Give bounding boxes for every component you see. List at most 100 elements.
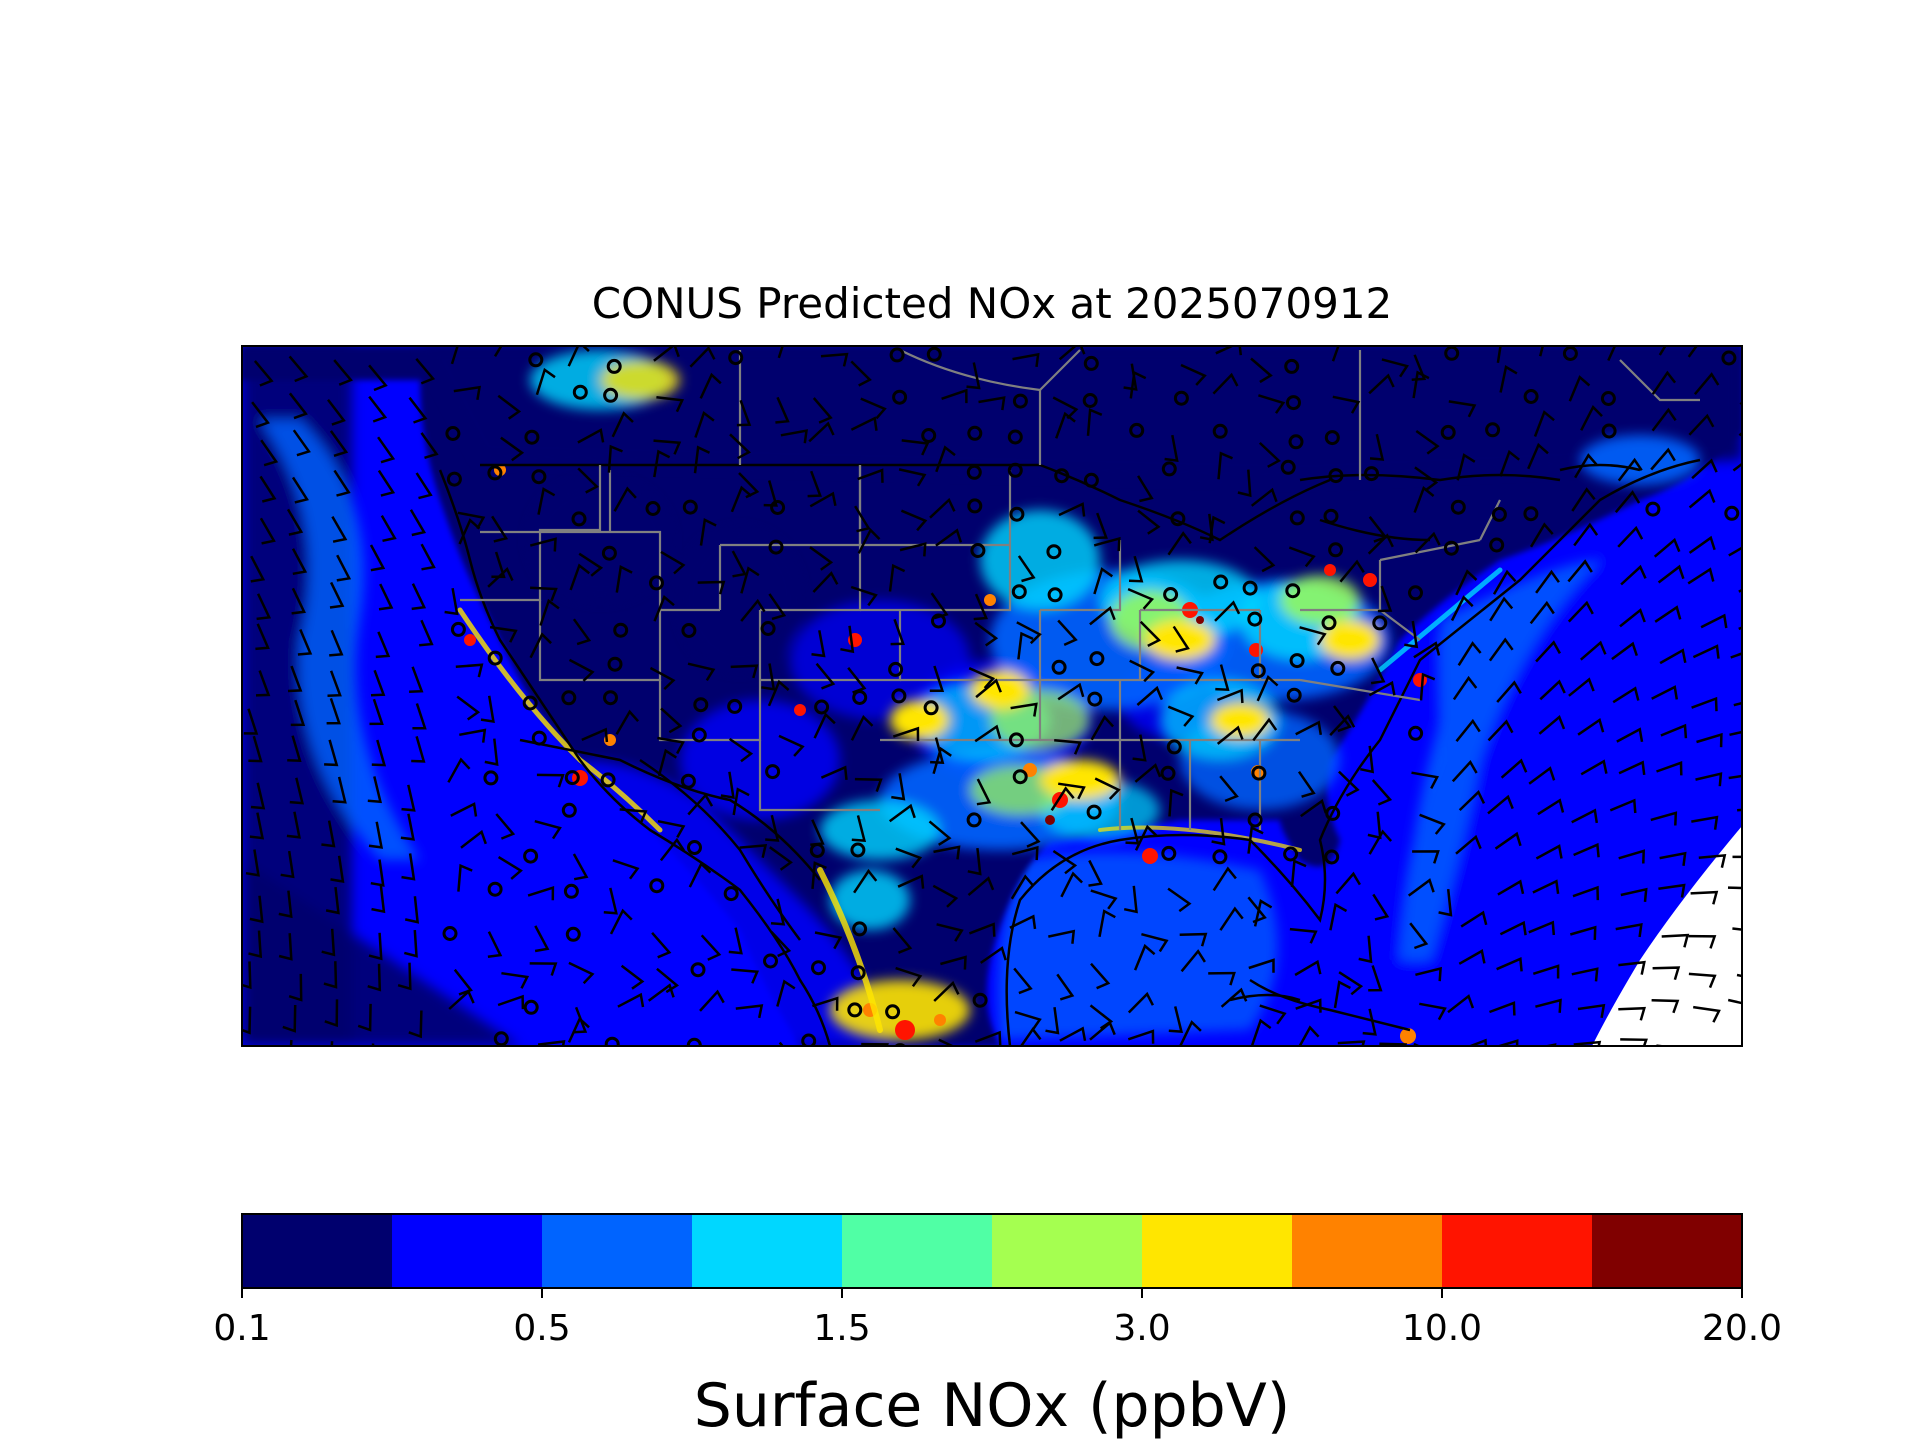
wind-barb: [940, 955, 967, 970]
wind-barb: [1489, 596, 1514, 622]
calm-wind-circle: [1450, 499, 1466, 515]
wind-barb: [732, 787, 750, 816]
wind-barb: [408, 1010, 423, 1039]
wind-barb: [615, 709, 640, 735]
calm-wind-circle: [1007, 429, 1023, 445]
wind-barb: [933, 845, 961, 860]
calm-wind-circle: [801, 1033, 817, 1046]
calm-wind-circle: [1280, 459, 1296, 475]
wind-barb: [1404, 620, 1419, 649]
wind-barb: [767, 679, 790, 707]
wind-barb: [936, 923, 964, 942]
wind-barb: [1535, 844, 1563, 860]
calm-wind-circle: [921, 428, 937, 443]
wind-barb: [249, 895, 264, 924]
wind-barb: [286, 508, 304, 536]
calm-wind-circle: [1247, 611, 1263, 627]
colorbar-tick-label: 1.5: [813, 1308, 870, 1349]
wind-barb: [1019, 1027, 1042, 1046]
wind-barb: [1419, 813, 1446, 835]
wind-barb: [1447, 994, 1475, 1014]
wind-barb: [857, 527, 881, 554]
wind-barb: [1368, 829, 1393, 855]
calm-wind-circle: [892, 389, 908, 405]
calm-wind-circle: [487, 465, 503, 481]
calm-wind-circle: [531, 730, 547, 746]
wind-barb: [1252, 717, 1278, 742]
calm-wind-circle: [1173, 390, 1189, 406]
calm-wind-circle: [606, 358, 622, 374]
wind-barb: [1696, 732, 1723, 748]
wind-barb: [657, 748, 677, 777]
nox-map: [242, 346, 1742, 1046]
wind-barb: [500, 436, 525, 462]
calm-wind-circle: [561, 802, 577, 818]
wind-barb: [250, 555, 266, 583]
wind-barb: [501, 971, 530, 989]
wind-barb: [289, 777, 305, 805]
wind-barb: [1338, 971, 1364, 996]
colorbar-tick-label: 0.5: [513, 1308, 570, 1349]
wind-barb: [1690, 890, 1719, 905]
wind-barb: [1532, 879, 1560, 894]
map-frame: [241, 345, 1743, 1047]
wind-barb: [1139, 620, 1162, 648]
calm-wind-circle: [850, 842, 866, 858]
wind-barb: [649, 666, 676, 691]
calm-wind-circle: [1721, 350, 1737, 366]
wind-barb: [1199, 513, 1214, 542]
wind-barb: [1017, 631, 1034, 660]
wind-barb: [567, 1016, 590, 1043]
wind-barb: [1219, 775, 1239, 803]
wind-barb: [489, 625, 518, 643]
wind-barb: [1127, 587, 1155, 610]
colorbar-bin: [242, 1214, 393, 1288]
calm-wind-circles: [442, 346, 1740, 1046]
wind-barb: [1650, 447, 1676, 471]
wind-barb: [1529, 522, 1554, 548]
wind-barb: [400, 813, 415, 841]
wind-barb: [1136, 685, 1164, 706]
calm-wind-circle: [680, 773, 696, 789]
wind-barb: [1295, 998, 1322, 1013]
calm-wind-circle: [1286, 687, 1302, 703]
wind-barb: [1535, 640, 1561, 663]
colorbar-bin: [842, 1214, 993, 1288]
calm-wind-circle: [531, 469, 547, 485]
wind-barb: [612, 859, 640, 880]
wind-barb: [444, 587, 459, 616]
calm-wind-circle: [565, 926, 581, 942]
wind-barb: [820, 765, 848, 781]
wind-barb: [731, 550, 747, 578]
calm-wind-circle: [1286, 395, 1301, 411]
wind-barb: [1496, 680, 1522, 703]
wind-barb: [978, 396, 1006, 411]
canada-field: [420, 346, 1742, 480]
wind-barb: [1651, 370, 1677, 395]
wind-barb: [968, 667, 996, 689]
wind-barb: [420, 543, 436, 571]
wind-barb: [1379, 1042, 1408, 1046]
wind-barb: [480, 695, 495, 723]
wind-barb: [450, 802, 478, 817]
wind-barb: [1050, 786, 1075, 811]
calm-wind-circle: [1163, 587, 1179, 602]
calm-wind-circle: [487, 881, 503, 897]
wind-barb: [1571, 808, 1599, 824]
wind-barb: [857, 468, 884, 483]
wind-barb: [491, 515, 509, 543]
wind-barb: [455, 663, 484, 678]
wind-barb: [699, 518, 717, 546]
wind-barb: [1415, 966, 1442, 982]
calm-wind-circle: [681, 623, 697, 638]
calm-wind-circle: [1288, 434, 1304, 450]
wind-barb: [1360, 745, 1375, 774]
wind-barb: [250, 782, 266, 810]
wind-barb: [1528, 766, 1556, 785]
wind-barb: [371, 1043, 375, 1046]
wind-barb: [409, 509, 427, 537]
colorbar-bin: [392, 1214, 543, 1288]
wind-barb: [411, 583, 427, 611]
wind-barb: [729, 433, 751, 460]
wind-barb: [291, 548, 308, 576]
